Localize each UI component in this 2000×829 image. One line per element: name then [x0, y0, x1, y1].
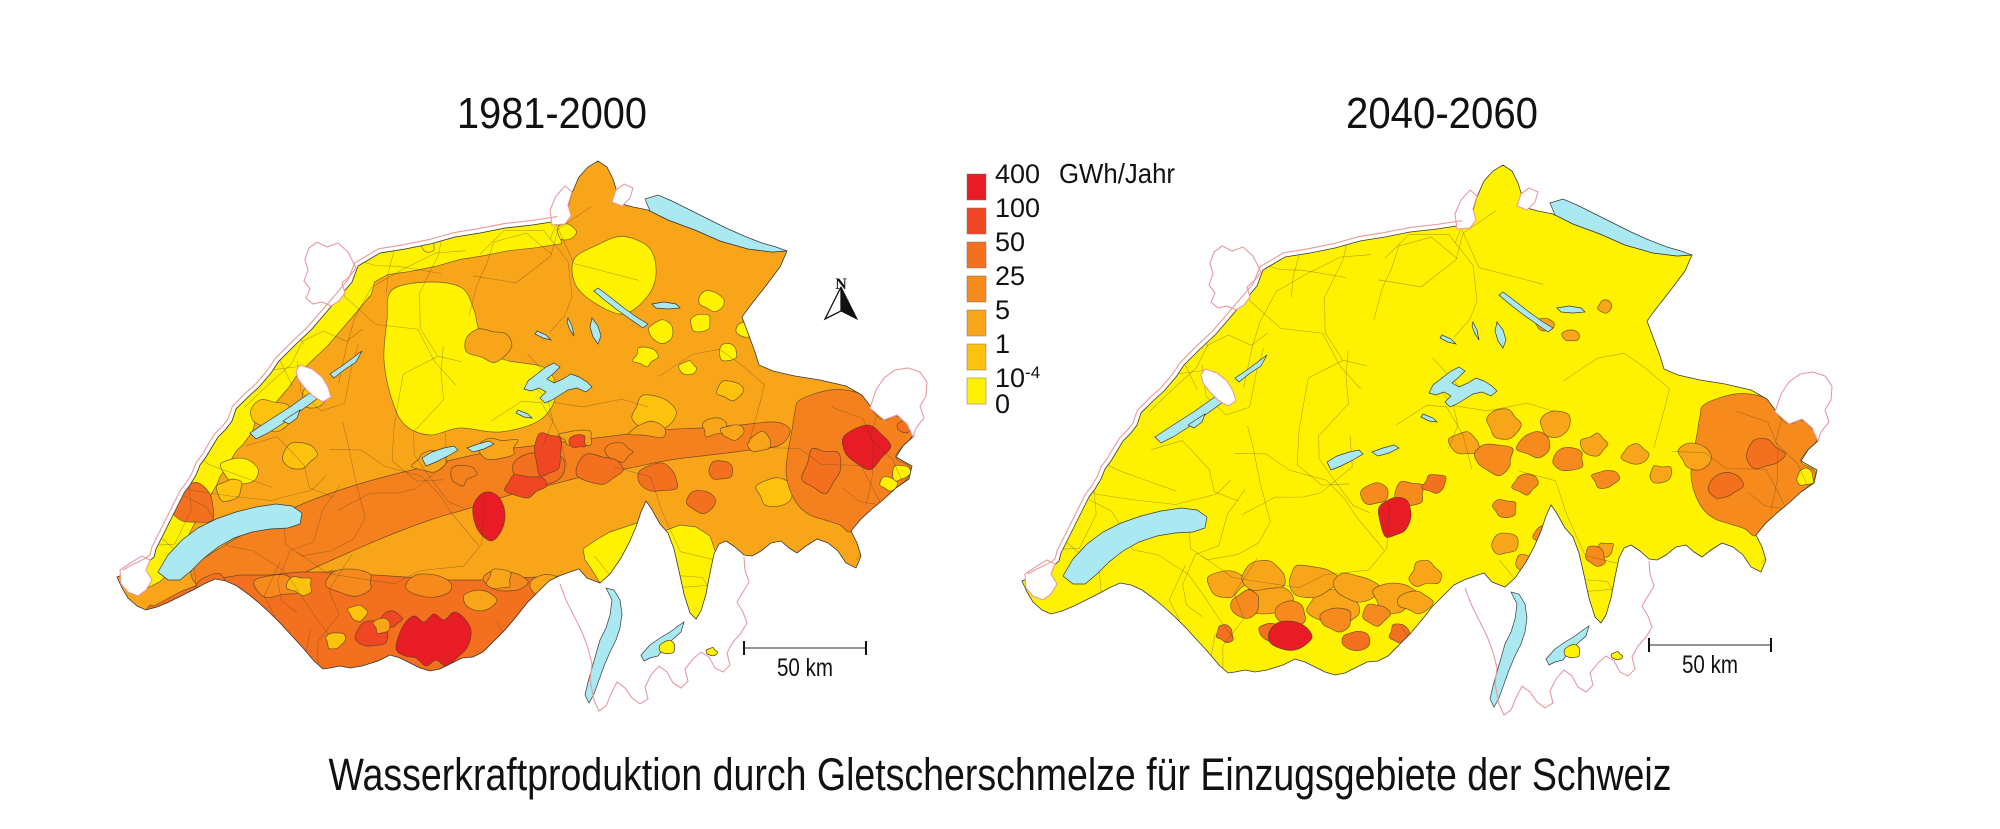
svg-text:50 km: 50 km: [1682, 651, 1738, 679]
svg-text:0: 0: [995, 389, 1010, 419]
svg-text:GWh/Jahr: GWh/Jahr: [1059, 158, 1175, 189]
svg-text:400: 400: [995, 159, 1040, 189]
svg-text:100: 100: [995, 193, 1040, 223]
svg-text:50 km: 50 km: [777, 654, 833, 682]
svg-text:Wasserkraftproduktion durch Gl: Wasserkraftproduktion durch Gletschersch…: [329, 749, 1672, 800]
svg-text:25: 25: [995, 261, 1025, 291]
svg-text:50: 50: [995, 227, 1025, 257]
svg-text:5: 5: [995, 295, 1010, 325]
svg-text:2040-2060: 2040-2060: [1346, 89, 1538, 138]
svg-text:N: N: [835, 276, 847, 293]
svg-text:1: 1: [995, 329, 1010, 359]
svg-text:1981-2000: 1981-2000: [457, 89, 647, 138]
